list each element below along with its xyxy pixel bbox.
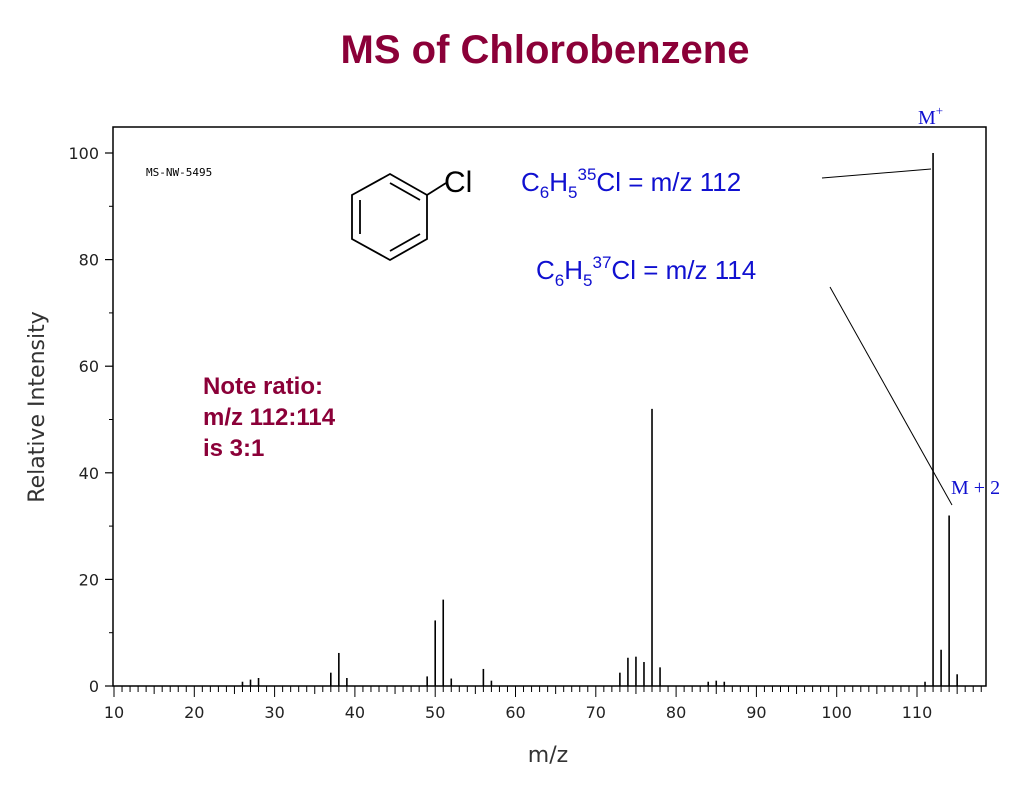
- note-line-2: m/z 112:114: [203, 404, 336, 431]
- x-tick-label: 60: [505, 703, 525, 722]
- ring-double-bond-2: [389, 233, 421, 252]
- y-tick-label: 80: [79, 251, 99, 270]
- y-tick-label: 0: [89, 677, 99, 696]
- molecular-ion-label: M+: [918, 103, 943, 129]
- x-tick-label: 20: [184, 703, 204, 722]
- y-tick-label: 60: [79, 357, 99, 376]
- y-tick-label: 100: [68, 144, 99, 163]
- note-line-3: is 3:1: [203, 435, 264, 462]
- x-axis-title: m/z: [528, 743, 568, 768]
- ring-double-bond-1: [389, 182, 421, 201]
- m-plus-2-label: M + 2: [951, 477, 1000, 499]
- x-tick-label: 10: [104, 703, 124, 722]
- x-tick-label: 50: [425, 703, 445, 722]
- isotope-ratio-note: Note ratio: m/z 112:114 is 3:1: [203, 373, 342, 462]
- benzene-ring: [351, 172, 428, 262]
- x-tick-label: 100: [821, 703, 852, 722]
- x-tick-label: 80: [666, 703, 686, 722]
- reference-id: MS-NW-5495: [146, 166, 212, 179]
- y-tick-label: 40: [79, 464, 99, 483]
- chlorine-label: Cl: [444, 166, 472, 199]
- y-axis-title: Relative Intensity: [25, 311, 50, 502]
- chlorobenzene-structure: Cl: [351, 166, 472, 262]
- c-cl-bond: [426, 182, 447, 196]
- x-tick-label: 70: [586, 703, 606, 722]
- x-tick-label: 110: [902, 703, 933, 722]
- note-line-1: Note ratio:: [203, 373, 323, 400]
- formula-m-112: C6H535Cl = m/z 112: [521, 165, 741, 202]
- formula-m-114: C6H537Cl = m/z 114: [536, 253, 756, 290]
- leader-line-114: [829, 286, 953, 506]
- x-tick-label: 30: [264, 703, 284, 722]
- leader-line-112: [821, 168, 932, 179]
- page-title: MS of Chlorobenzene: [340, 28, 750, 72]
- y-tick-label: 20: [79, 570, 99, 589]
- plot-frame: [112, 126, 987, 687]
- x-tick-label: 90: [746, 703, 766, 722]
- x-tick-label: 40: [345, 703, 365, 722]
